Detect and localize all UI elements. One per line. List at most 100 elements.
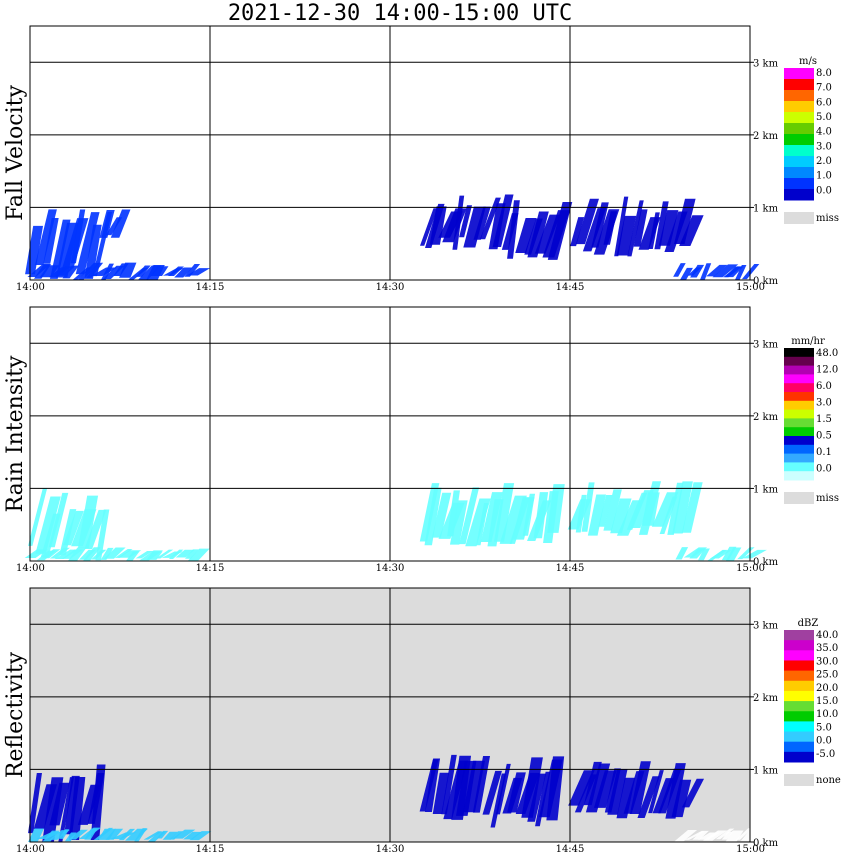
reflectivity-xtick-label: 14:30 <box>376 844 405 855</box>
reflectivity-legend-label: 35.0 <box>816 643 838 654</box>
fall-velocity-ytick-label: 0 km <box>753 276 779 287</box>
rain-intensity-xtick-label: 14:15 <box>196 563 225 574</box>
rain-intensity-echo-streak <box>610 498 632 534</box>
rain-intensity-echo-streak <box>48 492 69 548</box>
reflectivity-echo-streak <box>172 829 196 839</box>
rain-intensity-echo-streak <box>725 547 742 561</box>
rain-intensity-echo-streak <box>90 549 107 560</box>
fall-velocity-legend-label: 6.0 <box>816 97 832 108</box>
rain-intensity-echo-streak <box>447 490 460 537</box>
reflectivity-echo-streak <box>692 830 709 840</box>
rain-intensity-echo-streak <box>741 549 767 559</box>
rain-intensity-echo-streak <box>146 551 163 560</box>
fall-velocity-echo-streak <box>648 212 660 250</box>
fall-velocity-legend-swatch <box>784 123 814 135</box>
fall-velocity-legend-label: 7.0 <box>816 83 832 94</box>
fall-velocity-echo-6 <box>673 263 760 280</box>
reflectivity-legend-label: 15.0 <box>816 696 838 707</box>
reflectivity-echo-streak <box>681 778 705 808</box>
fall-velocity-echo-streak <box>570 217 585 247</box>
fall-velocity-legend-swatch <box>784 79 814 91</box>
fall-velocity-legend-missing-label: miss <box>816 213 839 224</box>
reflectivity-echo-streak <box>472 755 491 813</box>
fall-velocity-legend-label: 4.0 <box>816 127 832 138</box>
fall-velocity-frame <box>29 25 751 281</box>
reflectivity-legend-label: -5.0 <box>816 749 835 760</box>
reflectivity-legend-swatch <box>784 660 814 672</box>
fall-velocity-legend-label: 2.0 <box>816 156 832 167</box>
rain-intensity-echo-streak <box>575 494 587 533</box>
fall-velocity-legend-swatch <box>784 68 814 80</box>
reflectivity-echo-streak <box>671 779 692 818</box>
rain-intensity-legend-swatch <box>784 462 814 472</box>
reflectivity-ytick-label: 2 km <box>753 693 779 704</box>
reflectivity-echo-streak <box>482 770 502 815</box>
rain-intensity-echo-streak <box>49 547 71 559</box>
reflectivity-echo-streak <box>58 829 70 839</box>
reflectivity-echo-streak <box>495 763 511 815</box>
rain-intensity-xtick-label: 14:45 <box>556 563 585 574</box>
fall-velocity-xtick-label: 14:45 <box>556 282 585 293</box>
fall-velocity-echo-streak <box>110 209 131 238</box>
reflectivity-echo-streak <box>607 769 628 815</box>
reflectivity-echo-streak <box>42 830 60 842</box>
rain-intensity-echo-streak <box>547 484 565 533</box>
rain-intensity-echo-streak <box>587 494 607 536</box>
fall-velocity-echo-streak <box>168 266 184 276</box>
fall-velocity-xtick-label: 14:30 <box>376 282 405 293</box>
rain-intensity-echo-streak <box>533 492 549 539</box>
reflectivity-legend-swatch <box>784 630 814 641</box>
reflectivity-legend-label: 25.0 <box>816 670 838 681</box>
fall-velocity-echo-streak <box>70 209 86 264</box>
reflectivity-echo-streak <box>432 772 450 815</box>
reflectivity-echo-0 <box>28 764 106 842</box>
reflectivity-legend-missing-swatch <box>784 774 814 786</box>
fall-velocity-legend-label: 1.0 <box>816 171 832 182</box>
reflectivity-legend-unit: dBZ <box>798 618 819 629</box>
rain-intensity-echo-streak <box>187 548 210 561</box>
rain-intensity-echo-streak <box>672 481 693 534</box>
reflectivity-echo-streak <box>90 764 106 841</box>
reflectivity-echo-streak <box>463 760 486 813</box>
reflectivity-echo-streak <box>546 756 565 821</box>
fall-velocity-echo-streak <box>673 198 696 245</box>
reflectivity-echo-streak <box>98 828 116 840</box>
reflectivity-legend-label: 20.0 <box>816 683 838 694</box>
reflectivity-legend-swatch <box>784 741 814 753</box>
reflectivity-xtick-label: 15:00 <box>736 844 765 855</box>
rain-intensity-echo-streak <box>476 502 489 546</box>
reflectivity-echo-streak <box>648 770 664 814</box>
rain-intensity-echo-streak <box>68 547 87 561</box>
reflectivity-echo-streak <box>183 831 202 840</box>
reflectivity-ytick-label: 1 km <box>753 765 779 776</box>
rain-intensity-echo-streak <box>675 547 689 560</box>
reflectivity-legend-label: 5.0 <box>816 722 832 733</box>
reflectivity-echo-streak <box>28 772 42 834</box>
fall-velocity-legend-label: 5.0 <box>816 112 832 123</box>
fall-velocity-echo-streak <box>99 209 115 238</box>
rain-intensity-xtick-label: 14:30 <box>376 563 405 574</box>
reflectivity-echo-streak <box>629 761 651 815</box>
rain-intensity-legend-swatch <box>784 444 814 455</box>
rain-intensity-legend-swatch <box>784 365 814 375</box>
fall-velocity-echo-streak <box>186 268 211 276</box>
fall-velocity-xtick-label: 14:00 <box>16 282 45 293</box>
rain-intensity-echo-streak <box>689 548 706 559</box>
rain-intensity-echo-streak <box>59 509 77 556</box>
reflectivity-xtick-label: 14:00 <box>16 844 45 855</box>
chart-title: 2021-12-30 14:00-15:00 UTC <box>227 1 573 26</box>
rain-intensity-legend-swatch <box>784 427 814 437</box>
fall-velocity-echo-streak <box>479 197 501 240</box>
reflectivity-echo-streak <box>665 763 686 819</box>
rain-intensity-legend-label: 0.5 <box>816 431 832 442</box>
fall-velocity-legend-swatch <box>784 134 814 146</box>
fall-velocity-echo-0 <box>25 209 113 279</box>
fall-velocity-echo-streak <box>527 211 549 258</box>
reflectivity-echo-streak <box>28 828 45 842</box>
fall-velocity-echo-streak <box>627 200 644 257</box>
reflectivity-echo-streak <box>162 831 178 840</box>
rain-intensity-legend-label: 3.0 <box>816 398 832 409</box>
rain-intensity-legend-label: 48.0 <box>816 348 838 359</box>
reflectivity-echo-streak <box>189 831 212 841</box>
